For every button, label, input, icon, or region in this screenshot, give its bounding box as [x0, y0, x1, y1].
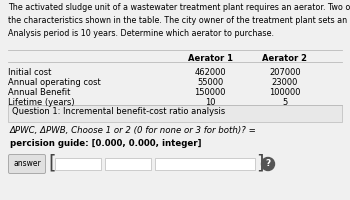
Text: The activated sludge unit of a wastewater treatment plant requires an aerator. T: The activated sludge unit of a wastewate… [8, 3, 350, 38]
FancyBboxPatch shape [55, 158, 101, 170]
Text: Lifetime (years): Lifetime (years) [8, 98, 75, 107]
Text: Aerator 1: Aerator 1 [188, 54, 232, 63]
Text: ?: ? [265, 160, 271, 168]
Text: answer: answer [13, 160, 41, 168]
Text: percision guide: [0.000, 0.000, integer]: percision guide: [0.000, 0.000, integer] [10, 139, 202, 148]
Text: Question 1: Incremental benefit-cost ratio analysis: Question 1: Incremental benefit-cost rat… [12, 107, 225, 116]
Text: 100000: 100000 [269, 88, 301, 97]
Text: Aerator 2: Aerator 2 [262, 54, 308, 63]
Text: [: [ [48, 154, 56, 172]
Text: 207000: 207000 [269, 68, 301, 77]
Text: 5: 5 [282, 98, 288, 107]
Text: ΔPWC, ΔPWB, Choose 1 or 2 (0 for none or 3 for both)? =: ΔPWC, ΔPWB, Choose 1 or 2 (0 for none or… [10, 126, 257, 135]
Text: Annual Benefit: Annual Benefit [8, 88, 70, 97]
Text: 150000: 150000 [194, 88, 226, 97]
Text: Annual operating cost: Annual operating cost [8, 78, 101, 87]
FancyBboxPatch shape [155, 158, 255, 170]
Text: ]: ] [256, 154, 264, 172]
Text: Initial cost: Initial cost [8, 68, 51, 77]
FancyBboxPatch shape [8, 105, 342, 122]
Circle shape [261, 158, 274, 170]
Text: 23000: 23000 [272, 78, 298, 87]
Text: 10: 10 [205, 98, 215, 107]
Text: 462000: 462000 [194, 68, 226, 77]
Text: 55000: 55000 [197, 78, 223, 87]
FancyBboxPatch shape [8, 154, 46, 173]
FancyBboxPatch shape [105, 158, 151, 170]
